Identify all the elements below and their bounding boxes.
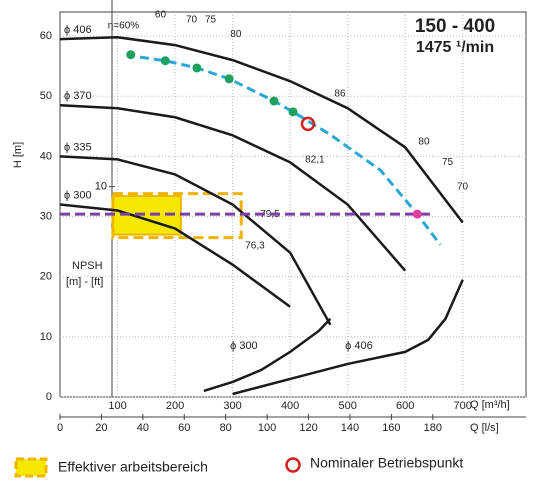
x2-tick-label: 180 (424, 422, 442, 434)
y-tick-label: 20 (40, 271, 52, 283)
efficiency-label: 60 (155, 10, 167, 21)
efficiency-label: 80 (230, 29, 242, 40)
lower-curve (232, 279, 464, 396)
y-axis-label: H [m] (12, 142, 24, 168)
chart-title: 150 - 400 (415, 16, 495, 37)
x-axis-label: Q [m³/h] (470, 399, 510, 411)
hq-curve (59, 203, 291, 308)
efficiency-label: 82,1 (305, 155, 325, 166)
x2-tick-label: 160 (382, 422, 400, 434)
point (269, 96, 279, 106)
y-tick-label: 10 (40, 331, 52, 343)
x-tick-label: 300 (223, 400, 241, 412)
y-tick-label: 50 (40, 90, 52, 102)
x2-tick-label: 60 (178, 422, 190, 434)
hq-curve (59, 155, 332, 326)
x2-tick-label: 80 (220, 422, 232, 434)
curve-label: ϕ 300 (230, 340, 258, 352)
x-tick-label: 200 (166, 400, 184, 412)
x2-tick-label: 0 (57, 422, 63, 434)
y-tick-label: 0 (46, 391, 52, 403)
x-tick-label: 400 (281, 400, 299, 412)
point (288, 107, 298, 117)
curve-label: ϕ 335 (64, 141, 92, 153)
hq-curve (59, 36, 464, 224)
point (160, 56, 170, 66)
x2-axis-label: Q [l/s] (470, 422, 499, 434)
curve-label: ϕ 406 (64, 24, 92, 36)
curve-label: ϕ 300 (64, 189, 92, 201)
npsh-label: NPSH (72, 260, 103, 272)
legend-symbol (285, 457, 301, 473)
efficiency-label: 70 (457, 182, 469, 193)
efficiency-label: 75 (442, 157, 454, 168)
npsh-ft-label: 10 (95, 181, 107, 193)
chart-subtitle: 1475 ¹/min (416, 39, 494, 56)
x2-tick-label: 100 (258, 422, 276, 434)
legend-label: Effektiver arbeitsbereich (58, 459, 208, 475)
x-tick-label: 700 (454, 400, 472, 412)
point (126, 50, 136, 60)
y-tick-label: 60 (40, 30, 52, 42)
point (224, 74, 234, 84)
efficiency-label: η=60% (108, 20, 140, 31)
npsh-unit-label: [m] - [ft] (66, 276, 103, 288)
x2-tick-label: 120 (299, 422, 317, 434)
nominal-point (300, 116, 316, 132)
efficiency-label: 80 (418, 137, 430, 148)
system-curve (139, 55, 442, 246)
legend-label: Nominaler Betriebspunkt (310, 455, 463, 471)
y-tick-label: 30 (40, 210, 52, 222)
efficiency-label: 76,3 (245, 241, 265, 252)
hq-curve (59, 103, 407, 272)
efficiency-label: 70 (186, 14, 198, 25)
operating-point (412, 209, 422, 219)
x-tick-label: 500 (338, 400, 356, 412)
point (192, 63, 202, 73)
y-tick-label: 40 (40, 150, 52, 162)
curve-label: ϕ 406 (345, 340, 373, 352)
efficiency-label: 86 (334, 88, 346, 99)
x2-tick-label: 20 (95, 422, 107, 434)
efficiency-label: 75 (205, 14, 217, 25)
curve-label: ϕ 370 (64, 90, 92, 102)
x-tick-label: 100 (108, 400, 126, 412)
legend-symbol (14, 457, 48, 478)
work-range-outer (111, 192, 243, 240)
x2-tick-label: 40 (137, 422, 149, 434)
lower-curve (203, 317, 332, 393)
x-tick-label: 600 (396, 400, 414, 412)
x2-tick-label: 140 (341, 422, 359, 434)
